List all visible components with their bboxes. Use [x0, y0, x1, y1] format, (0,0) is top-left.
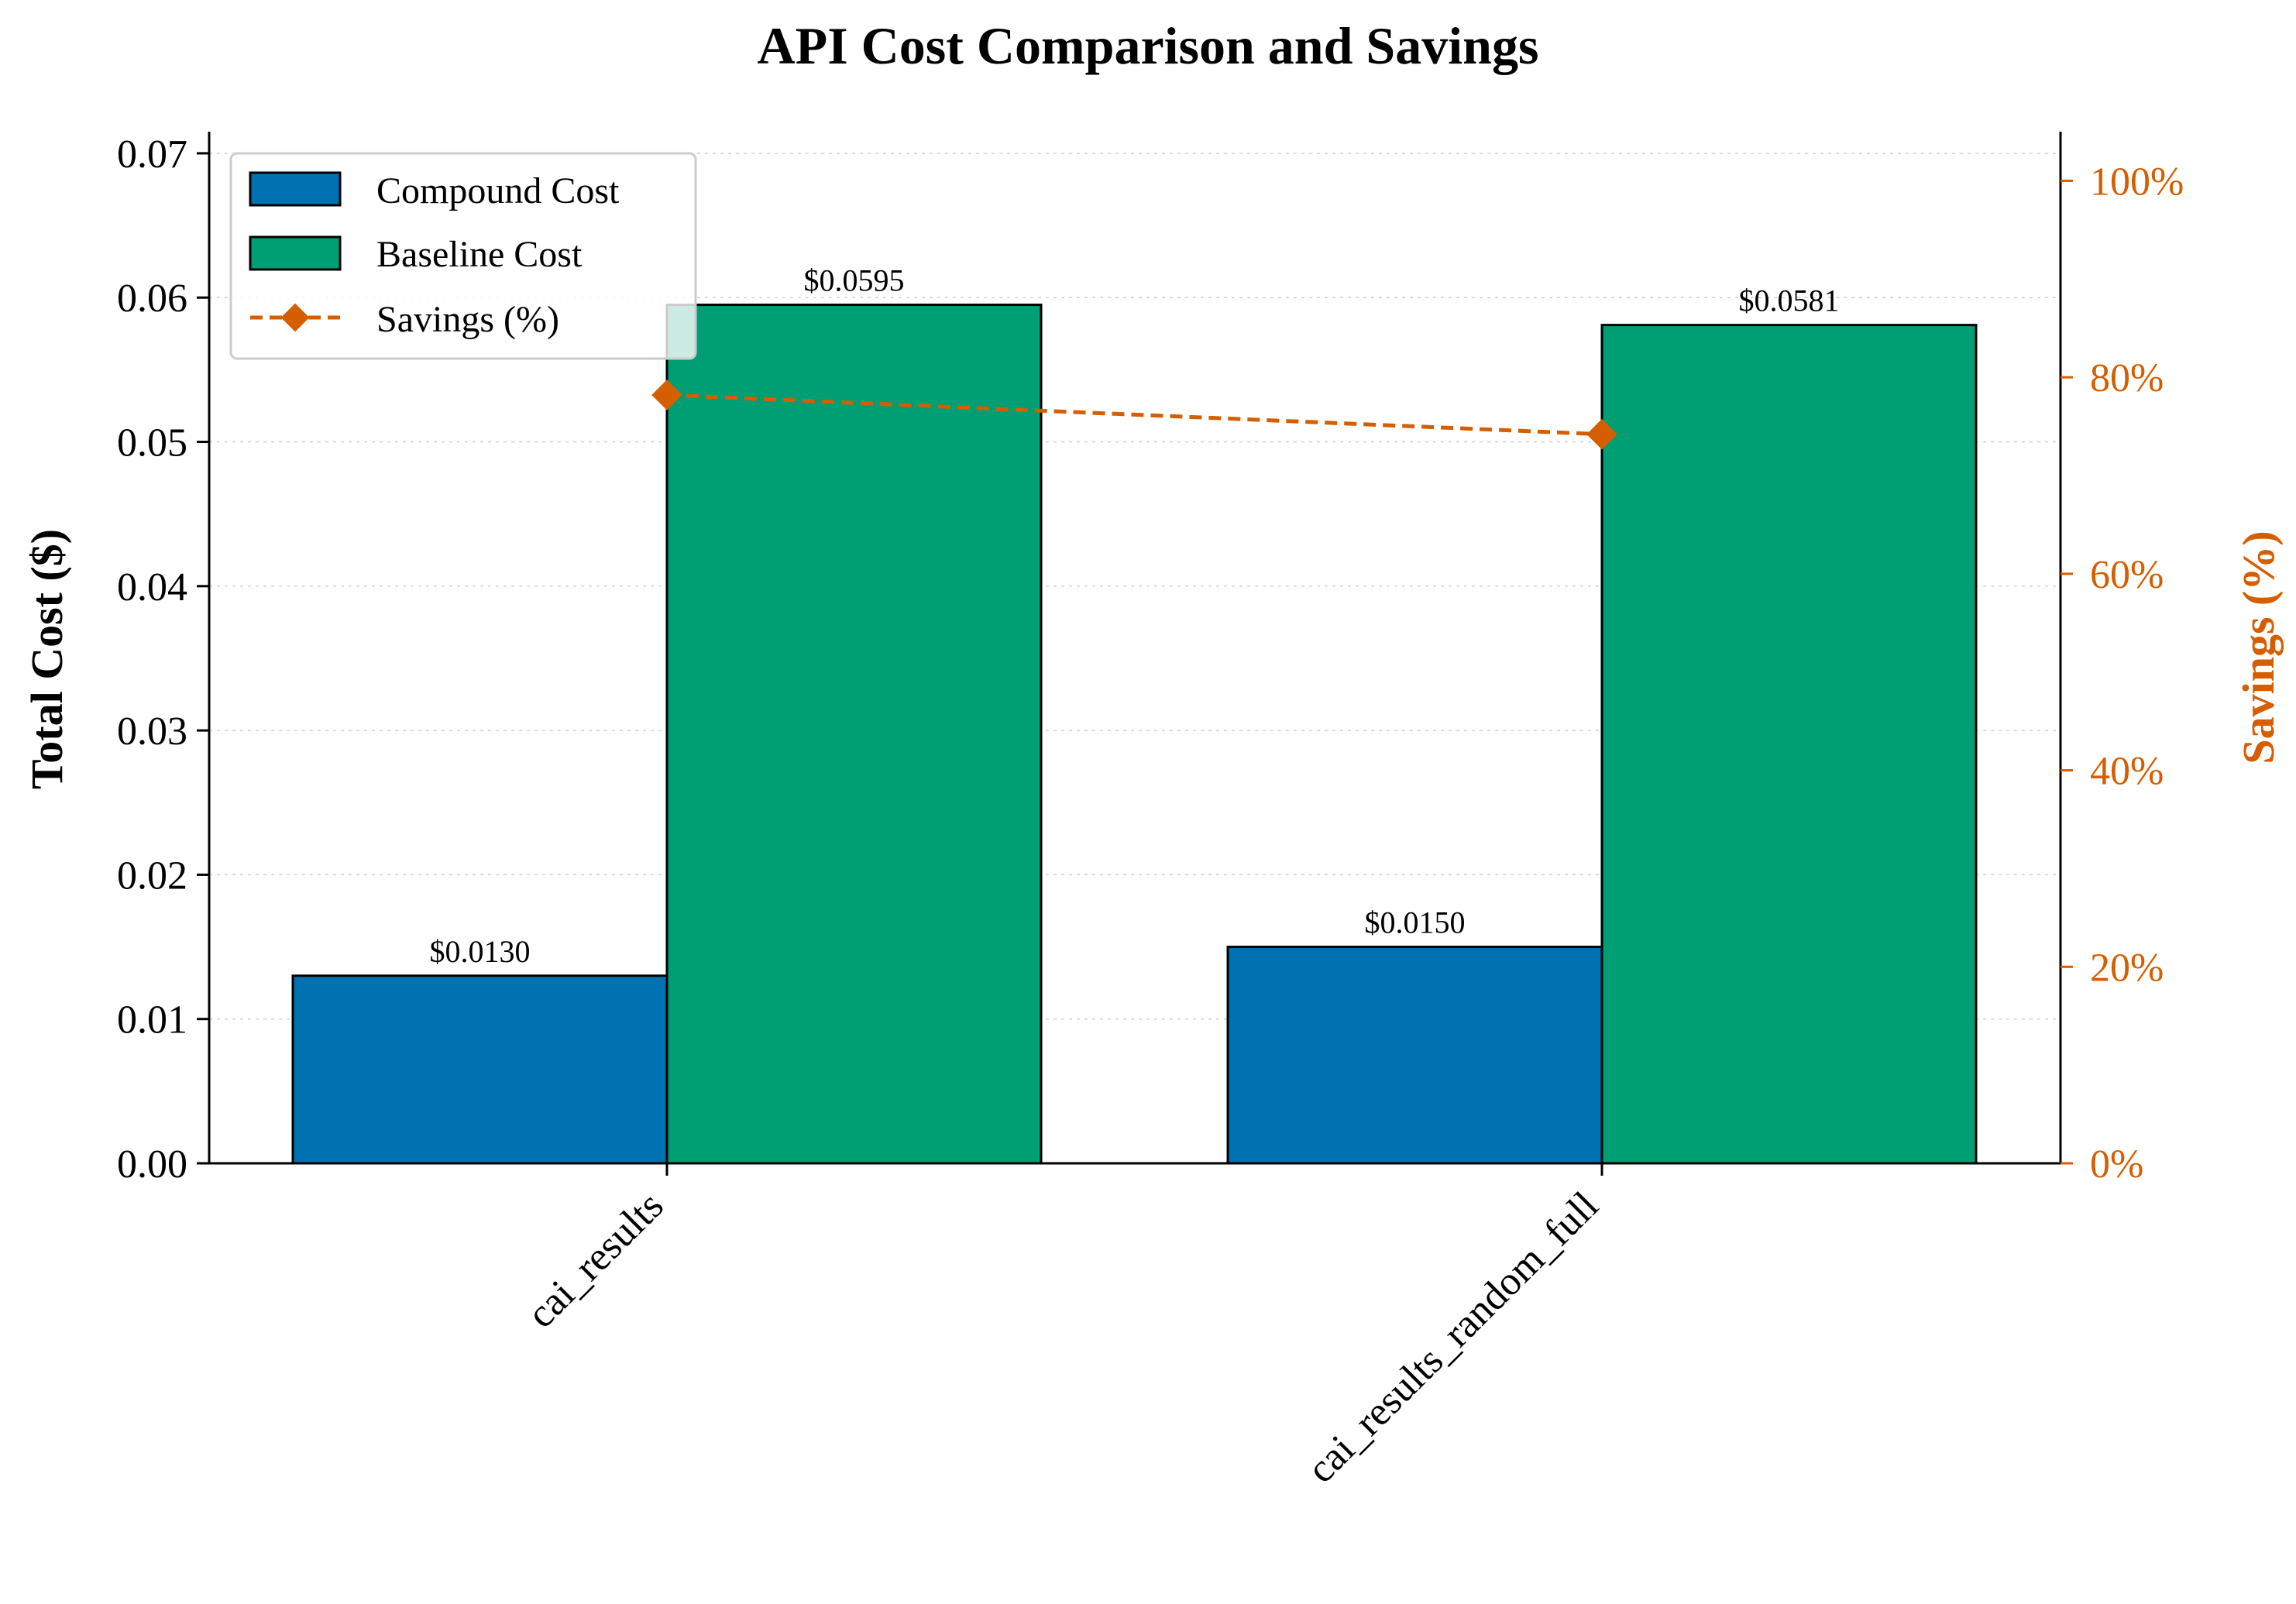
left-y-ticks: 0.00 0.01 0.02 0.03 0.04 0.05 0.06 0.07 — [117, 132, 209, 1187]
bar-value-label: $0.0150 — [1365, 905, 1466, 940]
right-y-ticks: 0% 20% 40% 60% 80% 100% — [2061, 160, 2184, 1187]
y2-tick-label: 0% — [2090, 1142, 2143, 1187]
legend-label-baseline: Baseline Cost — [376, 234, 583, 275]
y-tick-label: 0.01 — [117, 998, 187, 1042]
y2-tick-label: 40% — [2090, 750, 2164, 794]
bars — [291, 304, 1978, 1165]
bar-baseline-0 — [665, 304, 1043, 1165]
x-tick-label: cai_results — [519, 1183, 672, 1337]
legend: Compound Cost Baseline Cost Savings (%) — [229, 152, 697, 360]
legend-frame — [229, 152, 697, 360]
x-tick-label: cai_results_random_full — [1299, 1183, 1607, 1492]
y2-tick-label: 80% — [2090, 356, 2164, 400]
legend-marker-savings — [280, 303, 310, 332]
y2-tick-label: 100% — [2090, 160, 2184, 204]
y-tick-label: 0.02 — [117, 854, 187, 898]
y2-tick-label: 20% — [2090, 946, 2164, 990]
y-tick-label: 0.07 — [117, 132, 187, 177]
bar-baseline-1 — [1600, 324, 1978, 1165]
y-tick-label: 0.04 — [117, 565, 187, 610]
bar-value-label: $0.0595 — [804, 263, 905, 298]
bar-value-label: $0.0581 — [1739, 283, 1840, 318]
y-tick-label: 0.00 — [117, 1142, 187, 1187]
legend-label-compound: Compound Cost — [376, 170, 620, 211]
savings-line-series — [651, 380, 1617, 450]
x-ticks: cai_results cai_results_random_full — [519, 1163, 1607, 1492]
savings-marker-0 — [651, 380, 682, 410]
y-tick-label: 0.06 — [117, 276, 187, 321]
chart-title: API Cost Comparison and Savings — [758, 16, 1539, 75]
legend-swatch-compound — [249, 171, 342, 207]
bar-value-labels: $0.0130 $0.0150 $0.0595 $0.0581 — [430, 263, 1840, 969]
y-axis-label: Total Cost ($) — [22, 529, 72, 789]
y2-tick-label: 60% — [2090, 553, 2164, 597]
legend-label-savings: Savings (%) — [376, 299, 559, 340]
axes — [208, 132, 2062, 1165]
y2-axis-label: Savings (%) — [2233, 531, 2284, 764]
savings-line — [666, 393, 1603, 437]
legend-swatch-baseline — [249, 235, 342, 271]
y-tick-label: 0.05 — [117, 421, 187, 465]
savings-marker-1 — [1586, 418, 1617, 450]
y-tick-label: 0.03 — [117, 709, 187, 754]
bar-compound-0 — [291, 974, 669, 1165]
bar-compound-1 — [1226, 946, 1603, 1165]
bar-value-label: $0.0130 — [430, 934, 531, 969]
